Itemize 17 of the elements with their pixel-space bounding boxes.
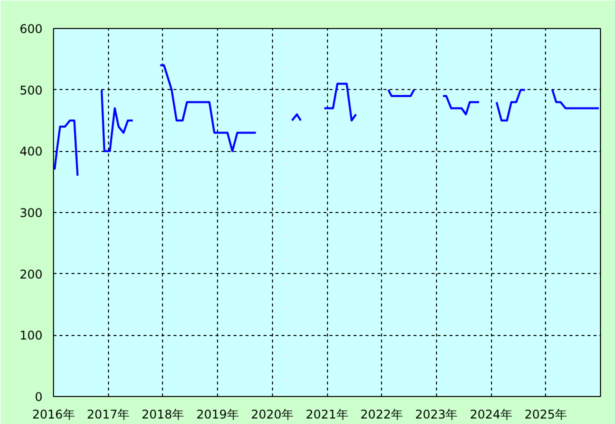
y-tick-label: 200 <box>20 267 42 282</box>
y-tick-label: 100 <box>20 328 42 343</box>
x-tick-label: 2016年 <box>32 408 75 422</box>
x-tick-label: 2023年 <box>415 408 458 422</box>
x-tick-label: 2025年 <box>524 408 568 422</box>
y-tick-label: 600 <box>20 22 42 36</box>
y-tick-label: 400 <box>20 144 42 159</box>
x-tick-label: 2022年 <box>360 408 403 422</box>
x-tick-label: 2017年 <box>86 408 130 422</box>
x-tick-label: 2021年 <box>306 408 348 422</box>
x-tick-label: 2020年 <box>251 408 294 422</box>
x-tick-label: 2019年 <box>196 408 239 422</box>
y-tick-label: 300 <box>20 206 42 220</box>
y-tick-label: 0 <box>34 390 43 404</box>
x-tick-label: 2024年 <box>470 408 512 422</box>
x-tick-label: 2018年 <box>142 408 184 422</box>
y-tick-label: 500 <box>20 83 42 98</box>
